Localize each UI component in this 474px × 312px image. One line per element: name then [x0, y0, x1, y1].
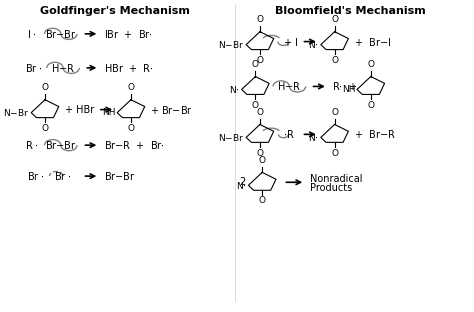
Text: N$\cdot$: N$\cdot$: [309, 132, 319, 143]
Text: O: O: [252, 100, 259, 110]
Text: O: O: [259, 197, 266, 206]
Text: N$-$Br: N$-$Br: [3, 107, 29, 118]
Text: H$-$R: H$-$R: [51, 62, 75, 74]
Text: I $\cdot$: I $\cdot$: [27, 28, 37, 40]
Text: 2: 2: [239, 177, 246, 187]
Text: O: O: [256, 149, 264, 158]
Text: Br$-$Br: Br$-$Br: [104, 170, 136, 182]
Text: O: O: [41, 83, 48, 92]
Text: NH: NH: [342, 85, 355, 94]
Text: $+$  Br$-$R: $+$ Br$-$R: [354, 128, 396, 140]
Text: N$\cdot$: N$\cdot$: [236, 180, 246, 191]
Text: O: O: [128, 83, 135, 92]
Text: O: O: [367, 100, 374, 110]
Text: Br$-$R  +  Br$\cdot$: Br$-$R + Br$\cdot$: [104, 139, 164, 151]
Text: Br$-$Br: Br$-$Br: [45, 28, 77, 40]
Text: + Br$-$Br: + Br$-$Br: [150, 104, 193, 116]
Text: N$-$Br: N$-$Br: [218, 39, 244, 50]
Text: NH: NH: [102, 108, 115, 117]
Text: O: O: [256, 56, 264, 65]
Text: O: O: [331, 149, 338, 158]
Text: Br $\cdot$: Br $\cdot$: [27, 170, 45, 182]
Text: Nonradical: Nonradical: [310, 173, 362, 183]
Text: O: O: [41, 124, 48, 133]
Text: H$-$R: H$-$R: [277, 80, 301, 92]
Text: O: O: [331, 56, 338, 65]
Text: IBr  +  Br$\cdot$: IBr + Br$\cdot$: [104, 28, 153, 40]
Text: O: O: [256, 108, 264, 117]
Text: N$\cdot$: N$\cdot$: [229, 84, 240, 95]
Text: Bloomfield's Mechanism: Bloomfield's Mechanism: [275, 6, 426, 16]
Text: O: O: [256, 15, 264, 24]
Text: + HBr: + HBr: [65, 105, 95, 115]
Text: Goldfinger's Mechanism: Goldfinger's Mechanism: [40, 6, 190, 16]
Text: O: O: [252, 60, 259, 69]
Text: N$-$Br: N$-$Br: [218, 132, 244, 143]
Text: O: O: [331, 15, 338, 24]
Text: Br $\cdot$: Br $\cdot$: [54, 170, 72, 182]
Text: HBr  +  R$\cdot$: HBr + R$\cdot$: [104, 62, 153, 74]
Text: O: O: [128, 124, 135, 133]
Text: R $\cdot$: R $\cdot$: [25, 139, 38, 151]
Text: O: O: [331, 108, 338, 117]
Text: $\cdot$R: $\cdot$R: [283, 128, 295, 140]
Text: $+$ I: $+$ I: [283, 36, 299, 48]
Text: $+$  Br$-$I: $+$ Br$-$I: [354, 36, 391, 48]
Text: Br $\cdot$: Br $\cdot$: [25, 62, 42, 74]
Text: R$\cdot$  +: R$\cdot$ +: [332, 80, 357, 92]
Text: Br$-$Br: Br$-$Br: [45, 139, 77, 151]
Text: Products: Products: [310, 183, 352, 193]
Text: O: O: [367, 60, 374, 69]
Text: O: O: [259, 156, 266, 165]
Text: N$\cdot$: N$\cdot$: [309, 39, 319, 50]
